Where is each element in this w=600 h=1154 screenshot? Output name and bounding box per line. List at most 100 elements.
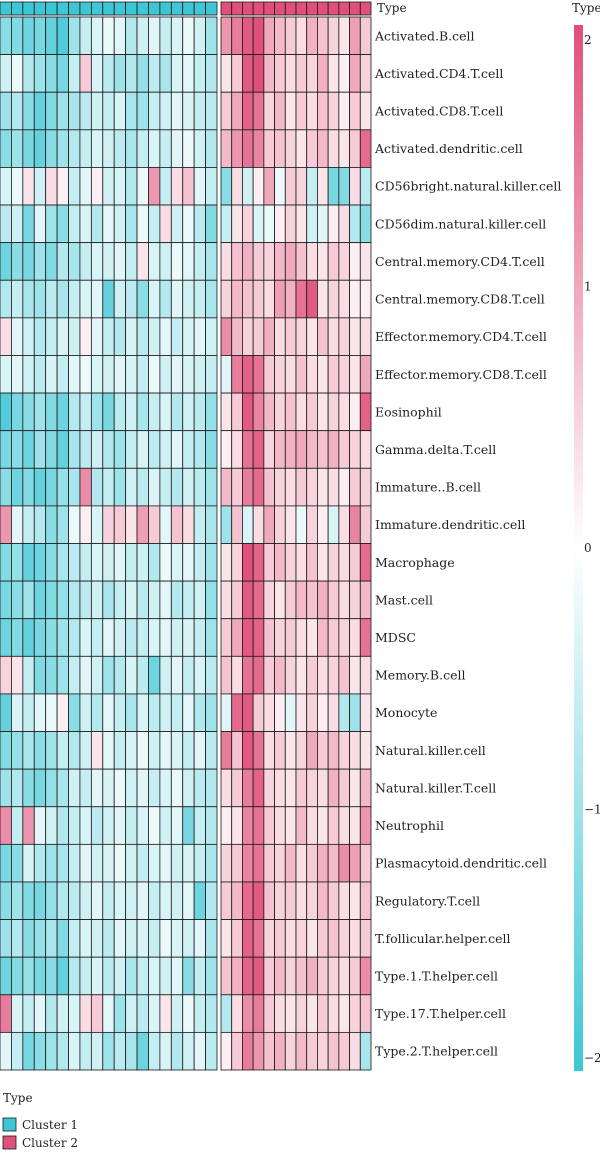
heatmap-cell (317, 1031, 329, 1071)
heatmap-cell (33, 204, 47, 244)
heatmap-cell (274, 167, 286, 206)
heatmap-cell (349, 693, 361, 732)
heatmap-cell (125, 543, 138, 582)
heatmap-cell (263, 618, 275, 657)
heatmap-cell (33, 167, 47, 206)
heatmap-cell (327, 91, 340, 131)
annotation-cell (113, 1, 127, 16)
heatmap-cell (102, 392, 115, 432)
heatmap-cell (136, 505, 149, 544)
annotation-cell (327, 1, 340, 16)
heatmap-cell (242, 355, 254, 394)
heatmap-cell (284, 392, 297, 432)
row-label: Activated.B.cell (374, 28, 475, 43)
heatmap-cell (136, 580, 149, 620)
heatmap-cell (327, 430, 340, 469)
annotation-cell (102, 1, 115, 16)
heatmap-cell (22, 317, 35, 356)
heatmap-cell (182, 54, 195, 93)
heatmap-cell (220, 768, 233, 808)
heatmap-cell (349, 731, 361, 770)
heatmap-cell (22, 843, 35, 883)
heatmap-cell (159, 355, 172, 394)
heatmap-cell (113, 843, 127, 883)
annotation-cell (205, 1, 218, 16)
colorbar-tick-label: 1 (584, 280, 592, 294)
heatmap-cell (136, 1031, 149, 1071)
heatmap-cell (159, 430, 172, 469)
heatmap-cell (45, 1031, 58, 1071)
heatmap-cell (263, 129, 275, 168)
heatmap-cell (136, 204, 149, 244)
heatmap-cell (79, 806, 92, 845)
heatmap-cell (263, 167, 275, 206)
annotation-cell (359, 1, 372, 16)
heatmap-cell (306, 355, 318, 394)
heatmap-cell (327, 956, 340, 996)
heatmap-cell (263, 242, 275, 281)
annotation-cell (231, 1, 243, 16)
heatmap-cell (274, 54, 286, 93)
heatmap-cell (231, 768, 243, 808)
heatmap-cell (231, 16, 243, 56)
heatmap-cell (79, 956, 92, 996)
heatmap-cell (136, 129, 149, 168)
heatmap-cell (220, 580, 233, 620)
heatmap-cell (159, 543, 172, 582)
heatmap-cell (295, 204, 308, 244)
heatmap-cell (220, 994, 233, 1033)
heatmap-cell (125, 204, 138, 244)
cluster-annotation-bar (0, 1, 372, 16)
annotation-cell (220, 1, 233, 16)
heatmap-cell (159, 731, 172, 770)
heatmap-cell (242, 843, 254, 883)
annotation-cell (242, 1, 254, 16)
heatmap-cell (306, 655, 318, 695)
heatmap-cell (79, 693, 92, 732)
heatmap-cell (284, 956, 297, 996)
heatmap-cell (45, 956, 58, 996)
heatmap-cell (125, 655, 138, 695)
heatmap-cell (220, 881, 233, 920)
heatmap-cell (338, 618, 350, 657)
heatmap-cell (327, 994, 340, 1033)
heatmap-cell (349, 543, 361, 582)
heatmap-cell (0, 1031, 12, 1071)
heatmap-cell (242, 1031, 254, 1071)
heatmap-cell (56, 91, 69, 131)
heatmap-cell (359, 16, 372, 56)
heatmap-cell (68, 731, 81, 770)
heatmap-cell (252, 956, 265, 996)
heatmap-cell (242, 655, 254, 695)
heatmap-cell (45, 693, 58, 732)
heatmap-cell (170, 355, 184, 394)
heatmap-cell (182, 16, 195, 56)
heatmap-cell (68, 693, 81, 732)
heatmap-cell (284, 204, 297, 244)
heatmap-cell (102, 279, 115, 319)
heatmap-cell (182, 956, 195, 996)
heatmap-cell (274, 129, 286, 168)
heatmap-cell (359, 355, 372, 394)
heatmap-cell (295, 655, 308, 695)
heatmap-cell (220, 54, 233, 93)
row-label: MDSC (375, 630, 416, 645)
heatmap-cell (263, 204, 275, 244)
heatmap-cell (182, 167, 195, 206)
legend-label: Cluster 2 (22, 1136, 78, 1150)
row-label: Activated.CD4.T.cell (374, 66, 503, 81)
row-label: Gamma.delta.T.cell (375, 442, 496, 457)
heatmap-cell (182, 655, 195, 695)
heatmap-cell (68, 543, 81, 582)
heatmap-cell (284, 731, 297, 770)
heatmap-cell (220, 392, 233, 432)
heatmap-cell (182, 843, 195, 883)
heatmap-cell (205, 768, 218, 808)
heatmap-cell (231, 806, 243, 845)
heatmap-cell (205, 919, 218, 958)
heatmap-cell (317, 16, 329, 56)
heatmap-cell (0, 16, 12, 56)
heatmap-cell (349, 881, 361, 920)
heatmap-cell (252, 505, 265, 544)
heatmap-cell (284, 655, 297, 695)
